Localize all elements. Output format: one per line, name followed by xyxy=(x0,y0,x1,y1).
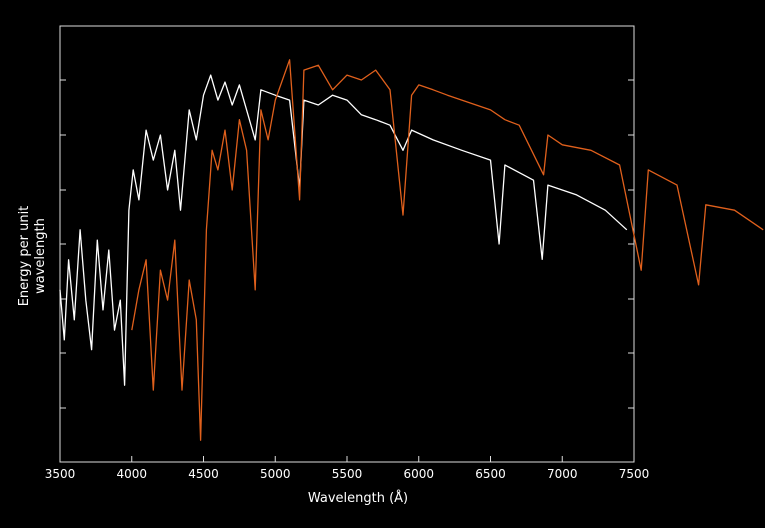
x-tick-label: 6500 xyxy=(475,467,506,481)
y-axis-label: Energy per unit wavelength xyxy=(17,205,48,307)
plot-frame xyxy=(59,25,635,463)
x-axis-label: Wavelength (Å) xyxy=(308,490,408,506)
x-tick-label: 6000 xyxy=(403,467,434,481)
y-minor-ticks xyxy=(60,79,634,409)
x-tick-label: 4000 xyxy=(116,467,147,481)
spectrum-line xyxy=(131,59,764,441)
x-tick-label: 5500 xyxy=(332,467,363,481)
x-tick-label: 7000 xyxy=(547,467,578,481)
spectrum-line xyxy=(59,74,628,386)
x-tick-label: 7500 xyxy=(619,467,650,481)
x-tick-label: 4500 xyxy=(188,467,219,481)
x-tick-label: 5000 xyxy=(260,467,291,481)
x-tick-label: 3500 xyxy=(45,467,76,481)
